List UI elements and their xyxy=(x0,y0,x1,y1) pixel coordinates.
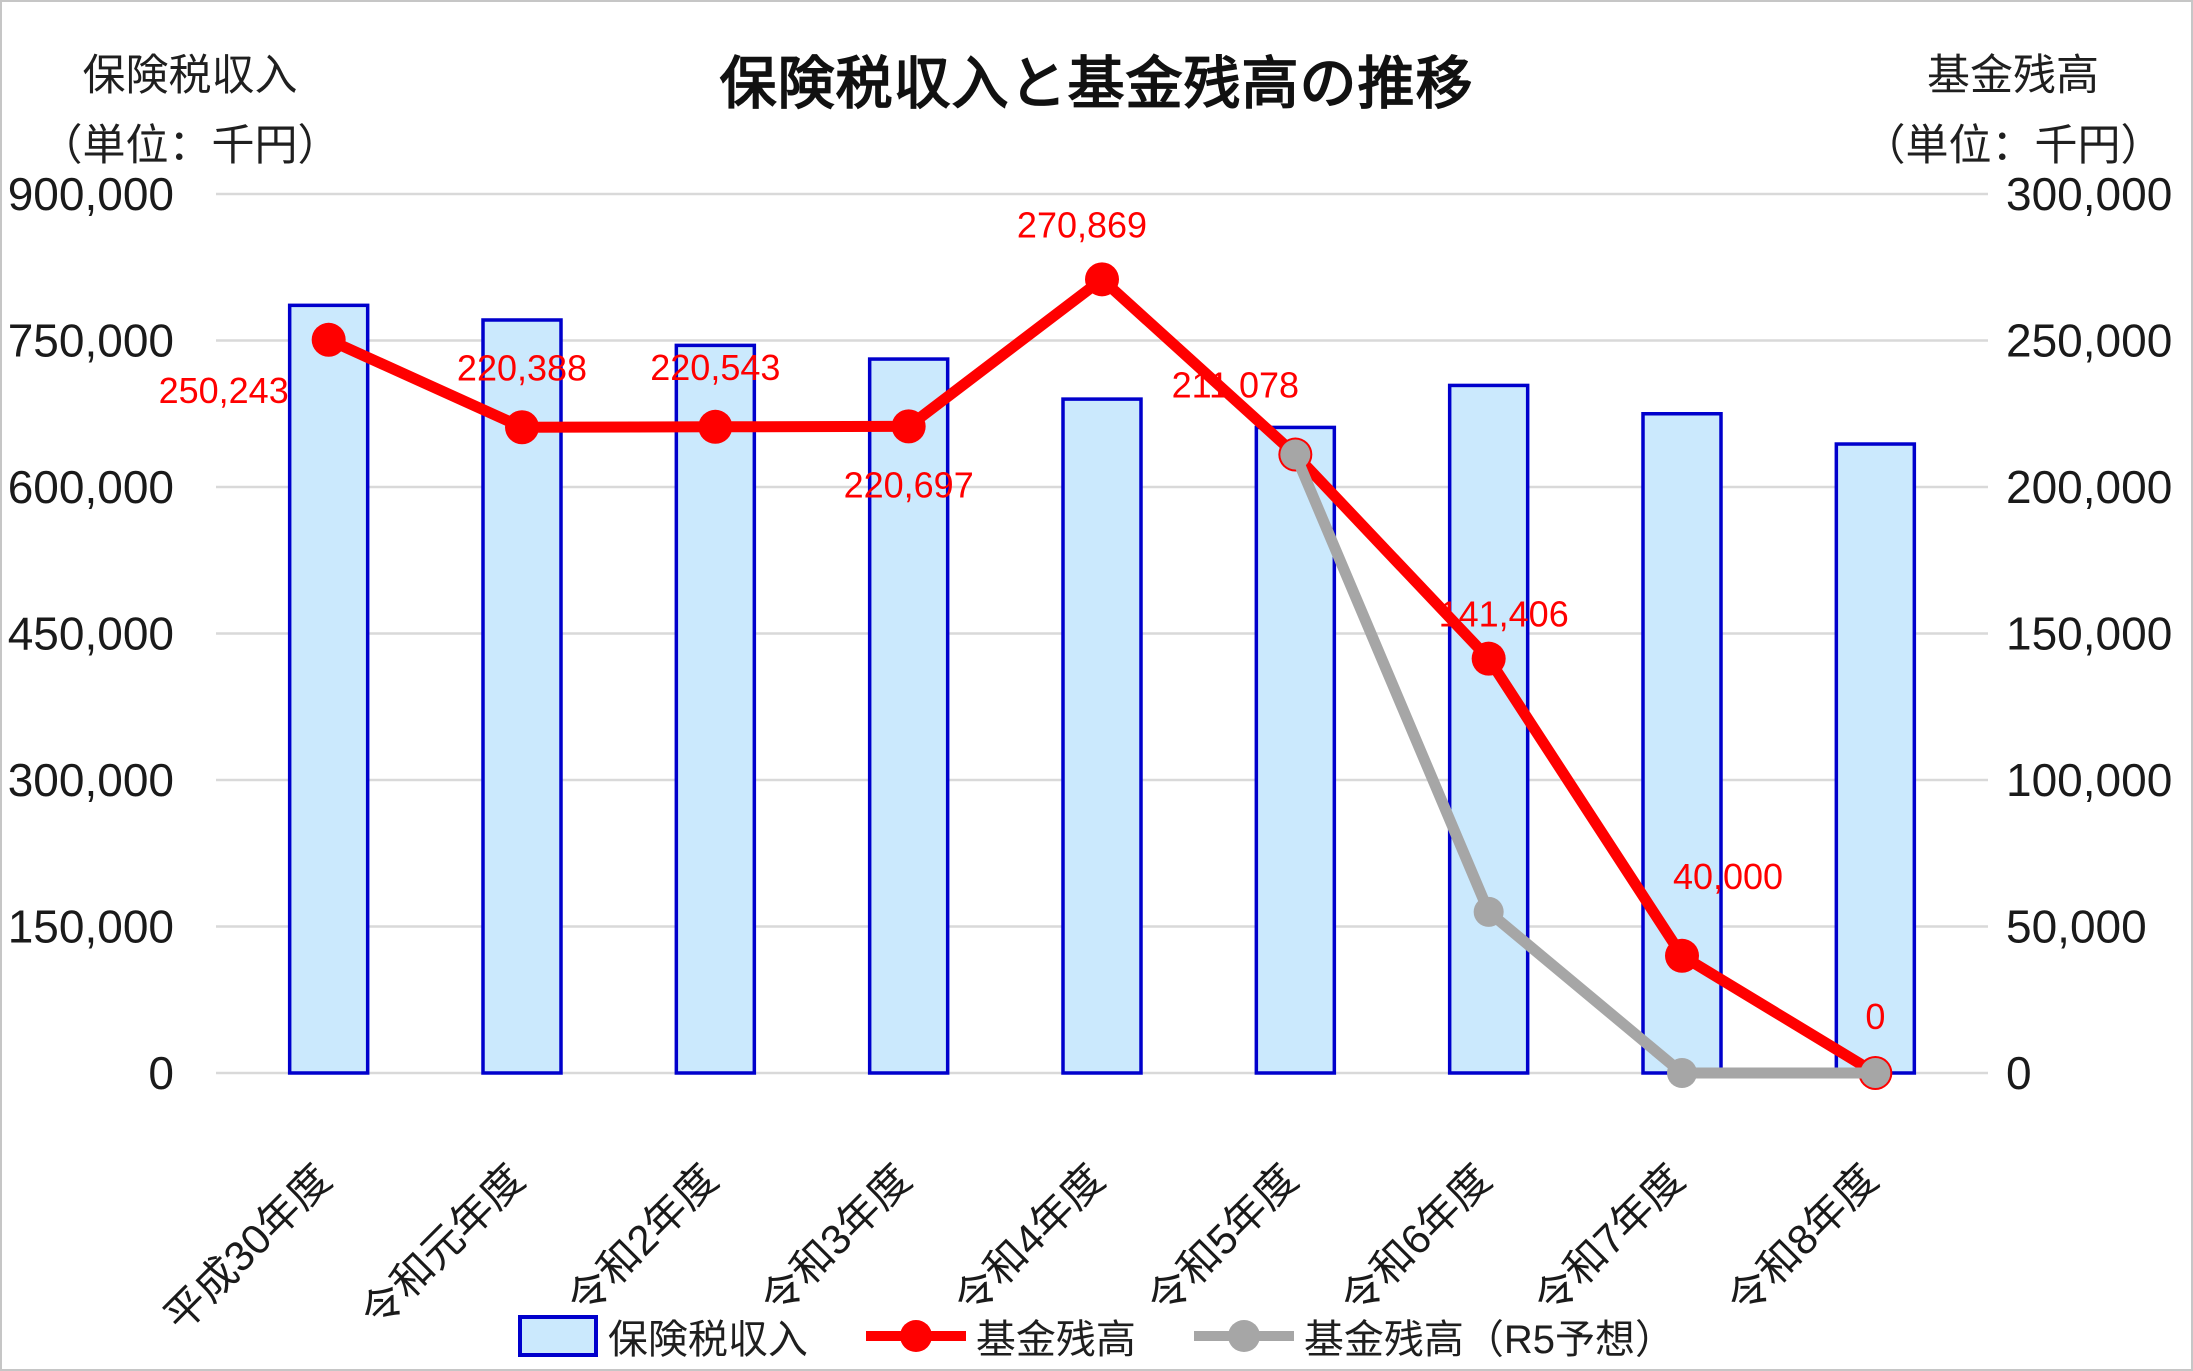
data-label: 220,543 xyxy=(650,347,780,388)
bar xyxy=(287,303,370,1075)
red-line-marker-icon xyxy=(865,1320,966,1352)
y-axis-tick-label-left: 750,000 xyxy=(8,315,174,367)
fund-balance-forecast-marker xyxy=(1667,1058,1697,1088)
fund-balance-marker xyxy=(891,409,926,444)
y-axis-tick-label-left: 900,000 xyxy=(8,168,174,220)
y-axis-tick-label-right: 50,000 xyxy=(2006,901,2147,953)
bar-swatch-icon xyxy=(517,1315,598,1357)
data-label: 40,000 xyxy=(1673,856,1783,897)
data-label: 220,388 xyxy=(457,347,587,388)
y-axis-tick-label-right: 300,000 xyxy=(2006,168,2172,220)
legend-label: 基金残高（R5予想） xyxy=(1303,1318,1676,1362)
fund-balance-forecast-marker xyxy=(1860,1058,1891,1088)
right-axis-header-line2: （単位：千円） xyxy=(1862,121,2164,170)
data-label: 211,078 xyxy=(1172,365,1299,406)
right-axis-header-line1: 基金残高 xyxy=(1927,52,2099,100)
x-axis-category-label: 令和8年度 xyxy=(1718,1155,1887,1324)
data-label: 250,243 xyxy=(159,370,289,411)
legend-item-gray-line-series: 基金残高（R5予想） xyxy=(1193,1307,1676,1365)
gray-line-marker-icon xyxy=(1193,1320,1294,1352)
data-label: 220,697 xyxy=(844,464,974,505)
left-axis-header-line2: （単位：千円） xyxy=(39,121,341,170)
legend: 保険税収入 基金残高 基金残高（R5予想） xyxy=(2,1307,2191,1365)
x-axis-category-label: 令和5年度 xyxy=(1138,1155,1307,1324)
fund-balance-forecast-line xyxy=(1289,449,1881,1079)
legend-item-red-line-series: 基金残高 xyxy=(865,1307,1136,1365)
fund-balance-forecast-marker xyxy=(1473,896,1504,927)
fund-balance-marker xyxy=(505,410,539,445)
y-axis-tick-label-left: 600,000 xyxy=(8,461,174,513)
y-axis-tick-label-right: 0 xyxy=(2006,1047,2032,1099)
y-axis-tick-label-right: 250,000 xyxy=(2006,315,2172,367)
fund-balance-marker xyxy=(311,322,346,357)
legend-label: 保険税収入 xyxy=(607,1318,808,1362)
bar xyxy=(1254,425,1337,1075)
bar xyxy=(1447,383,1530,1075)
data-label: 141,406 xyxy=(1439,594,1569,635)
bar xyxy=(481,318,563,1075)
x-axis-category-label: 令和7年度 xyxy=(1525,1155,1694,1324)
bar xyxy=(867,357,950,1075)
x-axis-category-label: 令和6年度 xyxy=(1331,1155,1500,1324)
chart-title: 保険税収入と基金残高の推移 xyxy=(719,52,1474,116)
legend-item-bar-series: 保険税収入 xyxy=(517,1307,808,1365)
y-axis-tick-label-left: 300,000 xyxy=(8,754,174,806)
x-axis-category-label: 令和2年度 xyxy=(558,1155,727,1324)
data-label: 0 xyxy=(1865,996,1885,1037)
x-axis-category-label: 令和4年度 xyxy=(945,1155,1114,1324)
y-axis-tick-label-left: 0 xyxy=(148,1047,174,1099)
fund-balance-forecast-marker xyxy=(1280,439,1311,470)
y-axis-tick-label-right: 150,000 xyxy=(2006,608,2172,660)
right-axis-header: 基金残高 （単位：千円） xyxy=(1843,42,2183,181)
y-axis-tick-label-left: 150,000 xyxy=(8,901,174,953)
left-axis-header-line1: 保険税収入 xyxy=(82,52,298,100)
fund-balance-marker xyxy=(1665,938,1699,973)
data-label: 270,869 xyxy=(1017,204,1147,245)
y-axis-tick-label-right: 200,000 xyxy=(2006,461,2172,513)
x-axis-category-label: 令和3年度 xyxy=(751,1155,920,1324)
bar xyxy=(1061,397,1143,1075)
y-axis-tick-label-right: 100,000 xyxy=(2006,754,2172,806)
left-axis-header: 保険税収入 （単位：千円） xyxy=(20,42,360,181)
bar xyxy=(674,343,757,1075)
y-axis-tick-label-left: 450,000 xyxy=(8,608,174,660)
bar xyxy=(1834,442,1917,1075)
fund-balance-marker xyxy=(698,409,733,444)
fund-balance-marker xyxy=(1471,641,1506,676)
fund-balance-marker xyxy=(1085,262,1119,297)
legend-label: 基金残高 xyxy=(975,1318,1136,1362)
